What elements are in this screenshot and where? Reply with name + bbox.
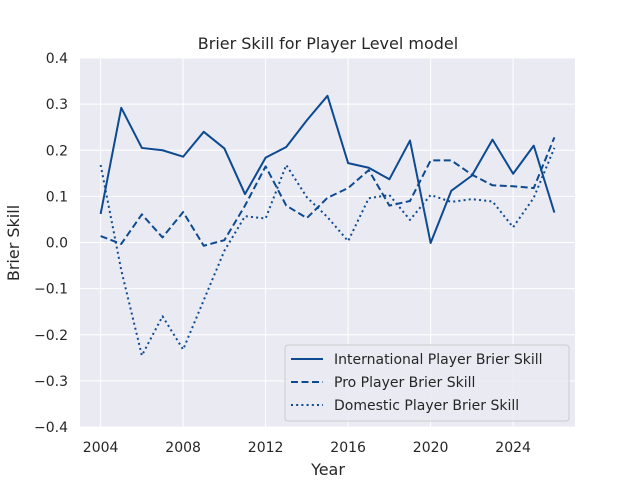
y-tick-label: 0.1	[46, 189, 68, 205]
legend-label: Pro Player Brier Skill	[334, 375, 475, 391]
legend: International Player Brier Skill Pro Play…	[284, 344, 570, 422]
series-line-dashed	[100, 136, 556, 247]
y-tick-label: 0.0	[46, 236, 68, 252]
y-tick-label: 0.4	[46, 51, 68, 67]
legend-label: Domestic Player Brier Skill	[334, 398, 519, 414]
y-tick-label: −0.4	[34, 420, 68, 436]
x-tick-label: 2016	[330, 440, 366, 456]
x-axis-ticks: 2004 2008 2012 2016 2020 2024	[83, 440, 531, 456]
legend-label: International Player Brier Skill	[334, 352, 543, 368]
x-tick-label: 2004	[83, 440, 119, 456]
x-tick-label: 2024	[495, 440, 531, 456]
x-tick-label: 2008	[165, 440, 201, 456]
y-axis-label: Brier Skill	[4, 205, 23, 281]
x-tick-label: 2012	[248, 440, 284, 456]
y-tick-label: 0.3	[46, 97, 68, 113]
y-tick-label: −0.1	[34, 282, 68, 298]
legend-box	[284, 344, 570, 422]
series-line-dotted	[99, 147, 556, 357]
series-lines	[99, 94, 556, 357]
y-tick-label: −0.2	[34, 328, 68, 344]
chart-title: Brier Skill for Player Level model	[198, 34, 458, 53]
y-tick-label: 0.2	[46, 143, 68, 159]
x-axis-label: Year	[310, 460, 345, 479]
y-tick-label: −0.3	[34, 374, 68, 390]
y-axis-ticks: −0.4 −0.3 −0.2 −0.1 0.0 0.1 0.2 0.3 0.4	[34, 51, 68, 436]
x-tick-label: 2020	[413, 440, 449, 456]
series-line-solid	[99, 94, 556, 244]
